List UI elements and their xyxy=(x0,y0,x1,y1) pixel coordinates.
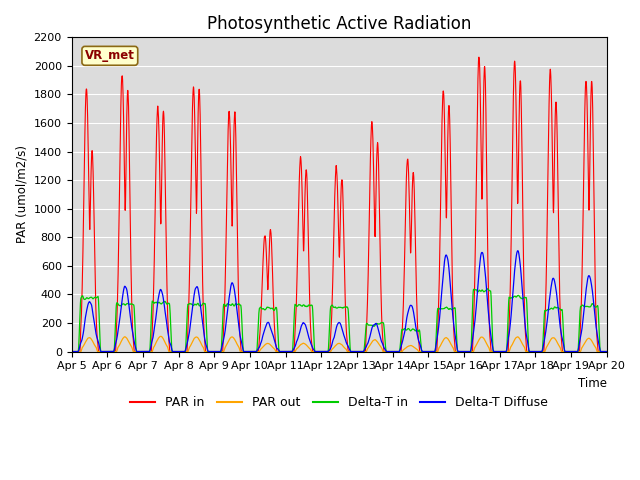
Legend: PAR in, PAR out, Delta-T in, Delta-T Diffuse: PAR in, PAR out, Delta-T in, Delta-T Dif… xyxy=(125,391,553,414)
PAR out xyxy=(556,344,563,349)
PAR out xyxy=(495,348,502,354)
PAR in xyxy=(556,281,563,287)
PAR out xyxy=(68,348,76,354)
PAR out xyxy=(570,348,578,354)
Delta-T in xyxy=(68,348,76,354)
Delta-T in xyxy=(495,348,502,354)
Delta-T Diffuse xyxy=(603,348,611,354)
Delta-T in xyxy=(355,348,362,354)
PAR in xyxy=(475,54,483,60)
Delta-T in xyxy=(556,306,563,312)
PAR out xyxy=(217,348,225,354)
Delta-T Diffuse xyxy=(366,334,374,339)
PAR in xyxy=(217,348,225,354)
PAR out xyxy=(355,348,362,354)
PAR in xyxy=(603,348,611,354)
Delta-T Diffuse xyxy=(68,348,76,354)
PAR in xyxy=(366,180,374,186)
Delta-T in xyxy=(603,348,611,354)
Delta-T Diffuse xyxy=(570,348,578,354)
Delta-T Diffuse xyxy=(556,318,563,324)
PAR out xyxy=(603,348,611,354)
Delta-T in xyxy=(217,348,225,354)
PAR out xyxy=(157,334,164,339)
PAR in xyxy=(495,348,502,354)
Delta-T Diffuse xyxy=(514,248,522,253)
Delta-T in xyxy=(366,323,374,328)
PAR in xyxy=(68,348,76,354)
Delta-T in xyxy=(570,348,578,354)
Line: Delta-T in: Delta-T in xyxy=(72,289,607,351)
Delta-T Diffuse xyxy=(355,348,362,354)
Delta-T in xyxy=(484,286,492,292)
Delta-T Diffuse xyxy=(495,348,502,354)
Line: PAR in: PAR in xyxy=(72,57,607,351)
X-axis label: Time: Time xyxy=(577,377,607,390)
PAR in xyxy=(570,348,578,354)
Text: VR_met: VR_met xyxy=(85,49,135,62)
Title: Photosynthetic Active Radiation: Photosynthetic Active Radiation xyxy=(207,15,471,33)
PAR in xyxy=(355,348,362,354)
Line: PAR out: PAR out xyxy=(72,336,607,351)
PAR out xyxy=(366,342,374,348)
Line: Delta-T Diffuse: Delta-T Diffuse xyxy=(72,251,607,351)
Y-axis label: PAR (umol/m2/s): PAR (umol/m2/s) xyxy=(15,145,28,243)
Delta-T Diffuse xyxy=(217,348,225,354)
